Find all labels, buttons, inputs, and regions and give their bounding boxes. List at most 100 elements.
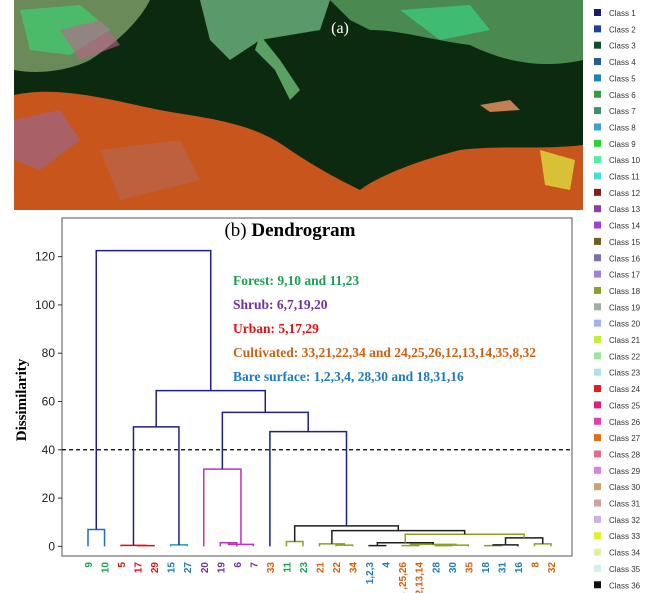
leaf-label: 24 ,25,26 [398, 562, 409, 593]
leaf-label: 19 [216, 562, 227, 574]
leaf-label: 6 [233, 562, 244, 568]
leaf-label: 7 [249, 562, 260, 568]
dendrogram-link [156, 391, 265, 427]
legend-label: Class 21 [609, 336, 641, 345]
legend-swatch [594, 271, 601, 278]
legend-swatch [594, 189, 601, 196]
leaf-label: 15 [167, 562, 178, 574]
dendrogram-link [270, 432, 347, 547]
leaf-label: 29 [150, 562, 161, 574]
dendrogram-link [286, 542, 303, 547]
leaf-label: 18 [481, 562, 492, 574]
legend-swatch [594, 565, 601, 572]
legend-label: Class 14 [609, 222, 641, 231]
legend-swatch [594, 336, 601, 343]
dendrogram-link [336, 545, 353, 546]
dendrogram-link [133, 427, 178, 546]
legend-swatch [594, 140, 601, 147]
leaf-label: 27 [183, 562, 194, 574]
classification-map: (a) [14, 0, 583, 210]
leaf-label: 12,13,14 [415, 562, 426, 593]
legend-swatch [594, 156, 601, 163]
legend-swatch [594, 74, 601, 81]
annotation: Urban: 5,17,29 [233, 321, 319, 336]
legend-swatch [594, 450, 601, 457]
legend-label: Class 3 [609, 42, 636, 51]
legend-label: Class 11 [609, 173, 640, 182]
legend-swatch [594, 42, 601, 49]
dendrogram-link [222, 412, 308, 469]
y-axis-label: Dissimilarity [14, 358, 30, 441]
legend-label: Class 35 [609, 565, 641, 574]
y-tick-label: 80 [42, 346, 56, 360]
legend-swatch [594, 352, 601, 359]
legend-swatch [594, 418, 601, 425]
panel-label: (b) [224, 220, 246, 241]
legend-swatch [594, 58, 601, 65]
leaf-label: 23 [299, 562, 310, 574]
dendrogram-link [171, 545, 188, 546]
leaf-label: 33 [266, 562, 277, 574]
plot-frame [62, 218, 572, 556]
legend-label: Class 9 [609, 140, 636, 149]
legend-swatch [594, 9, 601, 16]
dendrogram-link [295, 526, 399, 542]
legend-swatch [594, 401, 601, 408]
legend-label: Class 10 [609, 156, 641, 165]
leaf-label: 32 [547, 562, 558, 574]
legend-label: Class 31 [609, 500, 641, 509]
legend-swatch [594, 500, 601, 507]
y-tick-label: 120 [35, 250, 55, 264]
dendrogram-link [88, 529, 105, 546]
legend-label: Class 1 [609, 9, 636, 18]
dendrogram-link [534, 544, 551, 546]
legend-label: Class 28 [609, 450, 641, 459]
annotation: Bare surface: 1,2,3,4, 28,30 and 18,31,1… [233, 369, 464, 384]
legend-swatch [594, 205, 601, 212]
legend-label: Class 32 [609, 516, 641, 525]
y-tick-label: 0 [48, 539, 55, 553]
leaf-label: 34 [349, 562, 360, 574]
legend-label: Class 4 [609, 58, 636, 67]
legend-label: Class 16 [609, 254, 641, 263]
legend-label: Class 33 [609, 532, 641, 541]
legend-swatch [594, 25, 601, 32]
legend-swatch [594, 549, 601, 556]
leaf-label: 28 [431, 562, 442, 574]
legend-label: Class 24 [609, 385, 641, 394]
legend-label: Class 17 [609, 271, 641, 280]
legend-swatch [594, 532, 601, 539]
legend-swatch [594, 123, 601, 130]
legend-swatch [594, 91, 601, 98]
legend-label: Class 12 [609, 189, 641, 198]
legend-swatch [594, 287, 601, 294]
legend-label: Class 29 [609, 467, 641, 476]
leaf-label: 21 [316, 562, 327, 574]
legend-swatch [594, 434, 601, 441]
legend-swatch [594, 303, 601, 310]
leaf-label: 16 [514, 562, 525, 574]
y-tick-label: 20 [42, 491, 56, 505]
chart-title: (b) Dendrogram [224, 220, 355, 241]
leaf-label: 1,2,3 [365, 562, 376, 585]
legend-swatch [594, 254, 601, 261]
legend-label: Class 36 [609, 581, 641, 590]
legend-label: Class 19 [609, 303, 641, 312]
legend-label: Class 30 [609, 483, 641, 492]
dendrogram-chart: (b) Dendrogram Dissimilarity 02040608010… [14, 218, 572, 593]
leaf-label: 30 [448, 562, 459, 574]
legend-label: Class 2 [609, 25, 636, 34]
legend-label: Class 34 [609, 549, 641, 558]
annotation: Cultivated: 33,21,22,34 and 24,25,26,12,… [233, 345, 536, 360]
leaf-label: 17 [134, 562, 145, 574]
y-tick-label: 40 [42, 443, 56, 457]
y-tick-label: 60 [42, 394, 56, 408]
leaf-label: 8 [530, 562, 541, 568]
leaf-label: 11 [282, 562, 293, 573]
dendrogram-link [204, 469, 241, 546]
legend-label: Class 6 [609, 91, 636, 100]
legend-swatch [594, 107, 601, 114]
legend-label: Class 20 [609, 320, 641, 329]
leaf-label: 35 [464, 562, 475, 574]
legend-label: Class 23 [609, 369, 641, 378]
